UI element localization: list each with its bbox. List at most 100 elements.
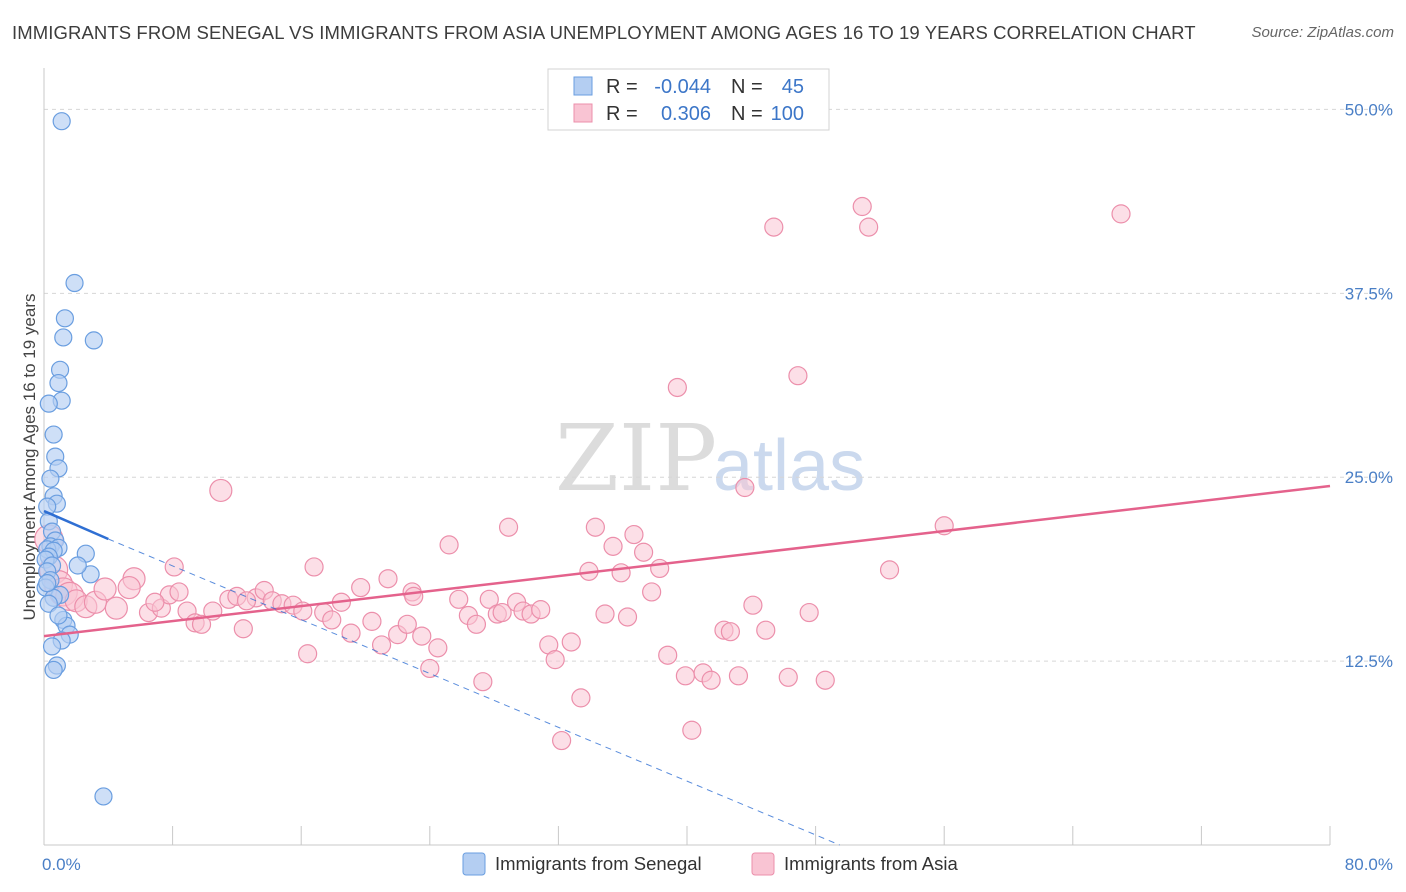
senegal-point-3 bbox=[54, 328, 73, 347]
asia-point-8 bbox=[93, 577, 117, 601]
y-tick-label-2: 37.5% bbox=[1345, 284, 1393, 303]
asia-point-36 bbox=[351, 577, 371, 598]
senegal-trend-extension bbox=[108, 538, 840, 846]
correlation-legend: R = -0.044 N = 45 R = 0.306 N = 100 bbox=[547, 68, 830, 131]
asia-point-9 bbox=[104, 596, 128, 620]
asia-point-31 bbox=[304, 557, 324, 577]
asia-point-49 bbox=[466, 614, 487, 634]
asia-point-63 bbox=[571, 688, 591, 708]
legend-box bbox=[547, 68, 830, 131]
legend-r-label-senegal: R = bbox=[606, 76, 638, 98]
asia-point-88 bbox=[788, 366, 808, 386]
x-tick-label-max: 80.0% bbox=[1345, 855, 1393, 874]
legend-n-value-asia: 100 bbox=[771, 103, 804, 125]
senegal-point-4 bbox=[84, 331, 103, 350]
asia-point-67 bbox=[603, 536, 623, 556]
asia-point-95 bbox=[1111, 204, 1131, 224]
asia-point-99 bbox=[117, 575, 141, 600]
x-tick-label-min: 0.0% bbox=[42, 855, 81, 874]
asia-point-50 bbox=[473, 672, 493, 692]
asia-point-69 bbox=[617, 607, 638, 627]
asia-point-91 bbox=[852, 196, 872, 217]
asia-point-66 bbox=[595, 604, 615, 624]
asia-point-96 bbox=[404, 586, 424, 606]
watermark-atlas: atlas bbox=[713, 426, 865, 506]
legend-swatch-senegal bbox=[573, 76, 593, 96]
asia-point-23 bbox=[233, 619, 253, 639]
asia-point-73 bbox=[650, 558, 670, 579]
asia-point-61 bbox=[552, 730, 572, 751]
legend-r-value-asia: 0.306 bbox=[661, 103, 711, 125]
asia-point-85 bbox=[756, 620, 776, 640]
chart-title: IMMIGRANTS FROM SENEGAL VS IMMIGRANTS FR… bbox=[12, 22, 1196, 43]
asia-point-72 bbox=[642, 582, 662, 602]
asia-point-33 bbox=[322, 610, 342, 630]
y-axis-title: Unemployment Among Ages 16 to 19 years bbox=[20, 294, 39, 621]
asia-point-81 bbox=[720, 622, 741, 642]
asia-point-93 bbox=[879, 560, 900, 580]
asia-point-41 bbox=[397, 614, 417, 634]
asia-point-53 bbox=[492, 602, 512, 623]
asia-point-38 bbox=[371, 635, 392, 655]
asia-point-54 bbox=[498, 517, 519, 537]
asia-point-87 bbox=[778, 667, 798, 687]
senegal-point-9 bbox=[44, 425, 63, 444]
y-tick-label-0: 12.5% bbox=[1345, 652, 1393, 671]
legend-n-label-senegal: N = bbox=[731, 76, 763, 98]
legend-r-value-senegal: -0.044 bbox=[654, 76, 711, 98]
senegal-point-6 bbox=[49, 373, 68, 393]
asia-point-62 bbox=[561, 632, 581, 652]
asia-point-18 bbox=[191, 614, 212, 634]
asia-point-30 bbox=[298, 644, 318, 664]
senegal-point-36 bbox=[42, 637, 62, 656]
trend-lines bbox=[43, 484, 1331, 846]
senegal-point-43 bbox=[49, 606, 68, 625]
asia-point-76 bbox=[675, 666, 695, 686]
bottom-legend-label-senegal: Immigrants from Senegal bbox=[495, 853, 702, 874]
y-tick-label-1: 25.0% bbox=[1345, 468, 1393, 487]
asia-point-39 bbox=[378, 569, 398, 589]
senegal-point-2 bbox=[55, 309, 74, 328]
senegal-trend-line bbox=[43, 509, 109, 541]
senegal-series bbox=[36, 112, 113, 806]
asia-point-71 bbox=[633, 542, 654, 562]
legend-swatch-asia bbox=[573, 103, 593, 123]
asia-point-20 bbox=[209, 478, 233, 503]
asia-point-75 bbox=[667, 377, 687, 398]
source-credit: Source: ZipAtlas.com bbox=[1251, 24, 1394, 41]
senegal-point-12 bbox=[41, 469, 60, 488]
asia-point-43 bbox=[412, 626, 432, 646]
bottom-legend-swatch-asia bbox=[751, 852, 775, 876]
asia-point-92 bbox=[859, 217, 879, 237]
bottom-legend-swatch-senegal bbox=[462, 852, 486, 876]
watermark-zip: ZIP bbox=[555, 405, 717, 512]
senegal-point-38 bbox=[44, 660, 63, 680]
x-axis-ticks bbox=[43, 826, 1331, 845]
asia-point-51 bbox=[479, 589, 499, 609]
asia-point-46 bbox=[439, 535, 459, 555]
asia-point-86 bbox=[764, 217, 784, 237]
asia-point-45 bbox=[428, 638, 448, 658]
senegal-point-40 bbox=[81, 565, 100, 584]
legend-n-label-asia: N = bbox=[731, 103, 763, 125]
senegal-point-1 bbox=[65, 273, 84, 293]
asia-point-98 bbox=[145, 592, 165, 612]
asia-point-68 bbox=[611, 563, 631, 583]
asia-point-84 bbox=[743, 595, 763, 615]
asia-point-35 bbox=[341, 623, 361, 643]
gridlines bbox=[44, 108, 1392, 662]
asia-point-82 bbox=[728, 666, 749, 686]
asia-point-89 bbox=[799, 602, 819, 623]
asia-point-15 bbox=[169, 582, 189, 602]
asia-point-70 bbox=[624, 524, 644, 545]
asia-point-58 bbox=[531, 600, 551, 620]
senegal-point-44 bbox=[94, 787, 113, 806]
senegal-point-0 bbox=[52, 112, 71, 131]
legend-n-value-senegal: 45 bbox=[782, 76, 804, 98]
asia-series bbox=[34, 196, 1131, 751]
bottom-legend-label-asia: Immigrants from Asia bbox=[784, 853, 958, 874]
y-tick-label-3: 50.0% bbox=[1345, 100, 1393, 119]
senegal-point-31 bbox=[39, 594, 58, 613]
asia-point-79 bbox=[701, 670, 721, 690]
